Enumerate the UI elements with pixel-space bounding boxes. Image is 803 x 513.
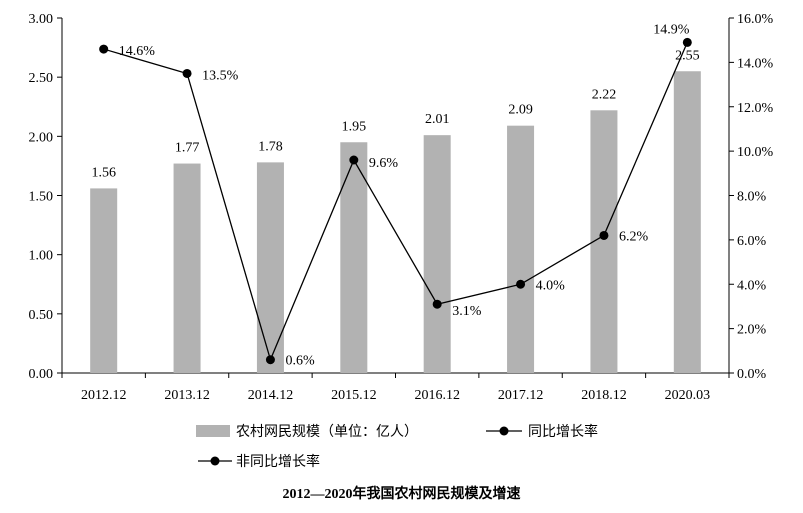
bar-data-label: 1.77: [175, 141, 200, 156]
growth-rate-data-label: 14.6%: [119, 44, 156, 59]
growth-rate-point: [682, 37, 692, 47]
growth-rate-point: [599, 230, 609, 240]
bar: [173, 163, 201, 373]
growth-rate-data-label: 9.6%: [369, 156, 399, 171]
bar-data-label: 1.95: [342, 119, 367, 134]
left-tick-label: 0.00: [29, 367, 54, 382]
growth-rate-data-label: 4.0%: [536, 278, 566, 293]
bar: [673, 71, 701, 373]
legend-line-1-label: 同比增长率: [528, 423, 598, 440]
x-tick-label: 2016.12: [414, 388, 460, 403]
bar-data-label: 2.09: [508, 103, 533, 118]
legend-line-2-marker: [210, 456, 220, 466]
bar-data-label: 1.56: [91, 165, 116, 180]
bar-data-label: 2.55: [675, 48, 700, 63]
growth-rate-line: [103, 42, 688, 362]
growth-rate-data-label: 0.6%: [285, 354, 315, 369]
right-tick-label: 8.0%: [737, 190, 767, 205]
right-tick-label: 12.0%: [737, 101, 774, 116]
right-tick-label: 16.0%: [737, 12, 774, 27]
bar: [423, 135, 451, 373]
bar: [90, 188, 118, 373]
bar-data-label: 1.78: [258, 139, 283, 154]
x-tick-label: 2020.03: [665, 388, 711, 403]
x-tick-label: 2015.12: [331, 388, 377, 403]
left-tick-label: 0.50: [29, 308, 54, 323]
left-tick-label: 2.00: [29, 130, 54, 145]
growth-rate-point: [182, 68, 192, 78]
x-tick-label: 2017.12: [498, 388, 544, 403]
right-tick-label: 4.0%: [737, 278, 767, 293]
bar: [507, 125, 535, 373]
legend-line-2-label: 非同比增长率: [236, 453, 320, 470]
left-tick-label: 3.00: [29, 12, 54, 27]
growth-rate-point: [99, 44, 109, 54]
bar-data-label: 2.22: [592, 87, 617, 102]
legend: 农村网民规模（单位：亿人） 同比增长率 非同比增长率: [196, 423, 598, 470]
plot-area: 0.00 0.50 1.00 1.50 2.00 2.50 3.00 0.0% 2.0% 4.0%…: [29, 12, 774, 403]
growth-rate-data-label: 3.1%: [452, 304, 482, 319]
chart-title: 2012—2020年我国农村网民规模及增速: [282, 487, 521, 502]
x-tick-label: 2018.12: [581, 388, 627, 403]
left-tick-label: 1.00: [29, 249, 54, 264]
right-tick-label: 2.0%: [737, 323, 767, 338]
bar: [590, 110, 618, 374]
growth-rate-data-label: 13.5%: [202, 68, 239, 83]
right-tick-label: 10.0%: [737, 145, 774, 160]
legend-swatch-bar: [196, 425, 230, 437]
growth-rate-data-label: 6.2%: [619, 229, 649, 244]
left-tick-label: 1.50: [29, 190, 54, 205]
x-tick-label: 2013.12: [164, 388, 210, 403]
growth-rate-data-label: 14.9%: [653, 22, 690, 37]
bar: [256, 162, 284, 373]
growth-rate-point: [432, 299, 442, 309]
growth-rate-point: [349, 155, 359, 165]
right-tick-label: 0.0%: [737, 367, 767, 382]
growth-rate-point: [265, 355, 275, 365]
bar-data-label: 2.01: [425, 112, 450, 127]
x-tick-label: 2012.12: [81, 388, 127, 403]
growth-rate-point: [516, 279, 526, 289]
right-tick-label: 6.0%: [737, 234, 767, 249]
right-tick-label: 14.0%: [737, 56, 774, 71]
legend-line-1-marker: [499, 426, 509, 436]
x-tick-label: 2014.12: [248, 388, 294, 403]
legend-bar-label: 农村网民规模（单位：亿人）: [236, 424, 418, 440]
left-tick-label: 2.50: [29, 71, 54, 86]
